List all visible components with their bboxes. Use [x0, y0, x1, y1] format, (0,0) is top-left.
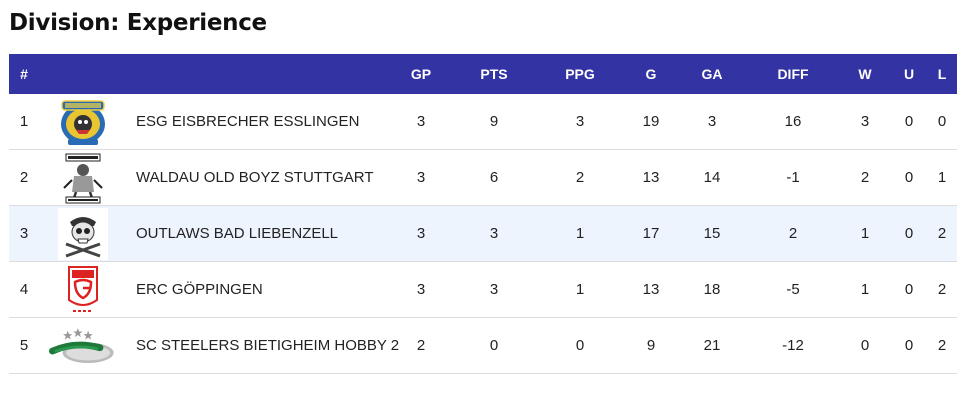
ga-cell: 18 [703, 281, 721, 298]
header-ppg[interactable]: PPG [565, 66, 595, 82]
team-name[interactable]: WALDAU OLD BOYZ STUTTGART [136, 169, 374, 186]
pts-cell: 3 [489, 225, 499, 242]
g-cell: 13 [642, 169, 660, 186]
gp-cell: 3 [416, 281, 426, 298]
u-cell: 0 [904, 169, 914, 186]
header-u[interactable]: U [903, 66, 915, 82]
page-title: Division: Experience [9, 10, 267, 36]
u-cell: 0 [904, 281, 914, 298]
w-cell: 2 [860, 169, 870, 186]
g-cell: 19 [642, 113, 660, 130]
header-ga[interactable]: GA [701, 66, 723, 82]
team-name[interactable]: OUTLAWS BAD LIEBENZELL [136, 225, 339, 242]
rank-cell: 3 [19, 225, 29, 242]
diff-cell: 2 [788, 225, 798, 242]
gp-cell: 3 [416, 169, 426, 186]
waldau-old-boyz-logo[interactable] [49, 150, 117, 205]
u-cell: 0 [904, 337, 914, 354]
ppg-cell: 3 [575, 113, 585, 130]
header-gp[interactable]: GP [410, 66, 432, 82]
pts-cell: 0 [489, 337, 499, 354]
table-header: # GP PTS PPG G GA DIFF W U L [9, 54, 957, 94]
table-row: 4 ERC GÖPPINGEN 3 3 1 13 18 -5 1 0 2 [9, 262, 957, 318]
l-cell: 2 [937, 337, 947, 354]
table-row: 3 OUTLAWS BAD LIEBENZELL 3 3 1 17 15 2 1… [9, 206, 957, 262]
erc-goeppingen-logo[interactable] [49, 262, 117, 317]
header-rank[interactable]: # [20, 66, 28, 82]
diff-cell: 16 [784, 113, 802, 130]
ga-cell: 3 [707, 113, 717, 130]
diff-cell: -1 [786, 169, 800, 186]
g-cell: 13 [642, 281, 660, 298]
header-g[interactable]: G [645, 66, 657, 82]
ppg-cell: 2 [575, 169, 585, 186]
ga-cell: 14 [703, 169, 721, 186]
team-name[interactable]: ESG EISBRECHER ESSLINGEN [136, 113, 360, 130]
standings-table: # GP PTS PPG G GA DIFF W U L 1 ESG EISBR… [9, 54, 957, 374]
pts-cell: 6 [489, 169, 499, 186]
rank-cell: 2 [19, 169, 29, 186]
gp-cell: 3 [416, 113, 426, 130]
l-cell: 1 [937, 169, 947, 186]
rank-cell: 4 [19, 281, 29, 298]
header-pts[interactable]: PTS [480, 66, 508, 82]
g-cell: 17 [642, 225, 660, 242]
ppg-cell: 0 [575, 337, 585, 354]
ga-cell: 21 [703, 337, 721, 354]
table-row: 5 SC STEELERS BIETIGHEIM HOBBY 2 2 0 0 9… [9, 318, 957, 374]
steelers-logo[interactable] [49, 318, 117, 373]
w-cell: 0 [860, 337, 870, 354]
diff-cell: -5 [786, 281, 800, 298]
pts-cell: 3 [489, 281, 499, 298]
l-cell: 2 [937, 281, 947, 298]
team-name[interactable]: SC STEELERS BIETIGHEIM HOBBY 2 [136, 337, 400, 354]
header-diff[interactable]: DIFF [777, 66, 809, 82]
rank-cell: 1 [19, 113, 29, 130]
diff-cell: -12 [782, 337, 804, 354]
ppg-cell: 1 [575, 225, 585, 242]
l-cell: 0 [937, 113, 947, 130]
team-name[interactable]: ERC GÖPPINGEN [136, 281, 263, 298]
u-cell: 0 [904, 225, 914, 242]
table-row: 2 WALDAU OLD BOYZ STUTTGART 3 6 2 13 14 … [9, 150, 957, 206]
ga-cell: 15 [703, 225, 721, 242]
g-cell: 9 [646, 337, 656, 354]
u-cell: 0 [904, 113, 914, 130]
l-cell: 2 [937, 225, 947, 242]
table-row: 1 ESG EISBRECHER ESSLINGEN 3 9 3 19 3 16… [9, 94, 957, 150]
esg-eisbrecher-logo[interactable] [49, 94, 117, 149]
header-l[interactable]: L [937, 66, 947, 82]
ppg-cell: 1 [575, 281, 585, 298]
outlaws-skull-logo[interactable] [49, 206, 117, 261]
w-cell: 3 [860, 113, 870, 130]
gp-cell: 3 [416, 225, 426, 242]
header-w[interactable]: W [858, 66, 872, 82]
pts-cell: 9 [489, 113, 499, 130]
w-cell: 1 [860, 225, 870, 242]
w-cell: 1 [860, 281, 870, 298]
rank-cell: 5 [19, 337, 29, 354]
gp-cell: 2 [416, 337, 426, 354]
